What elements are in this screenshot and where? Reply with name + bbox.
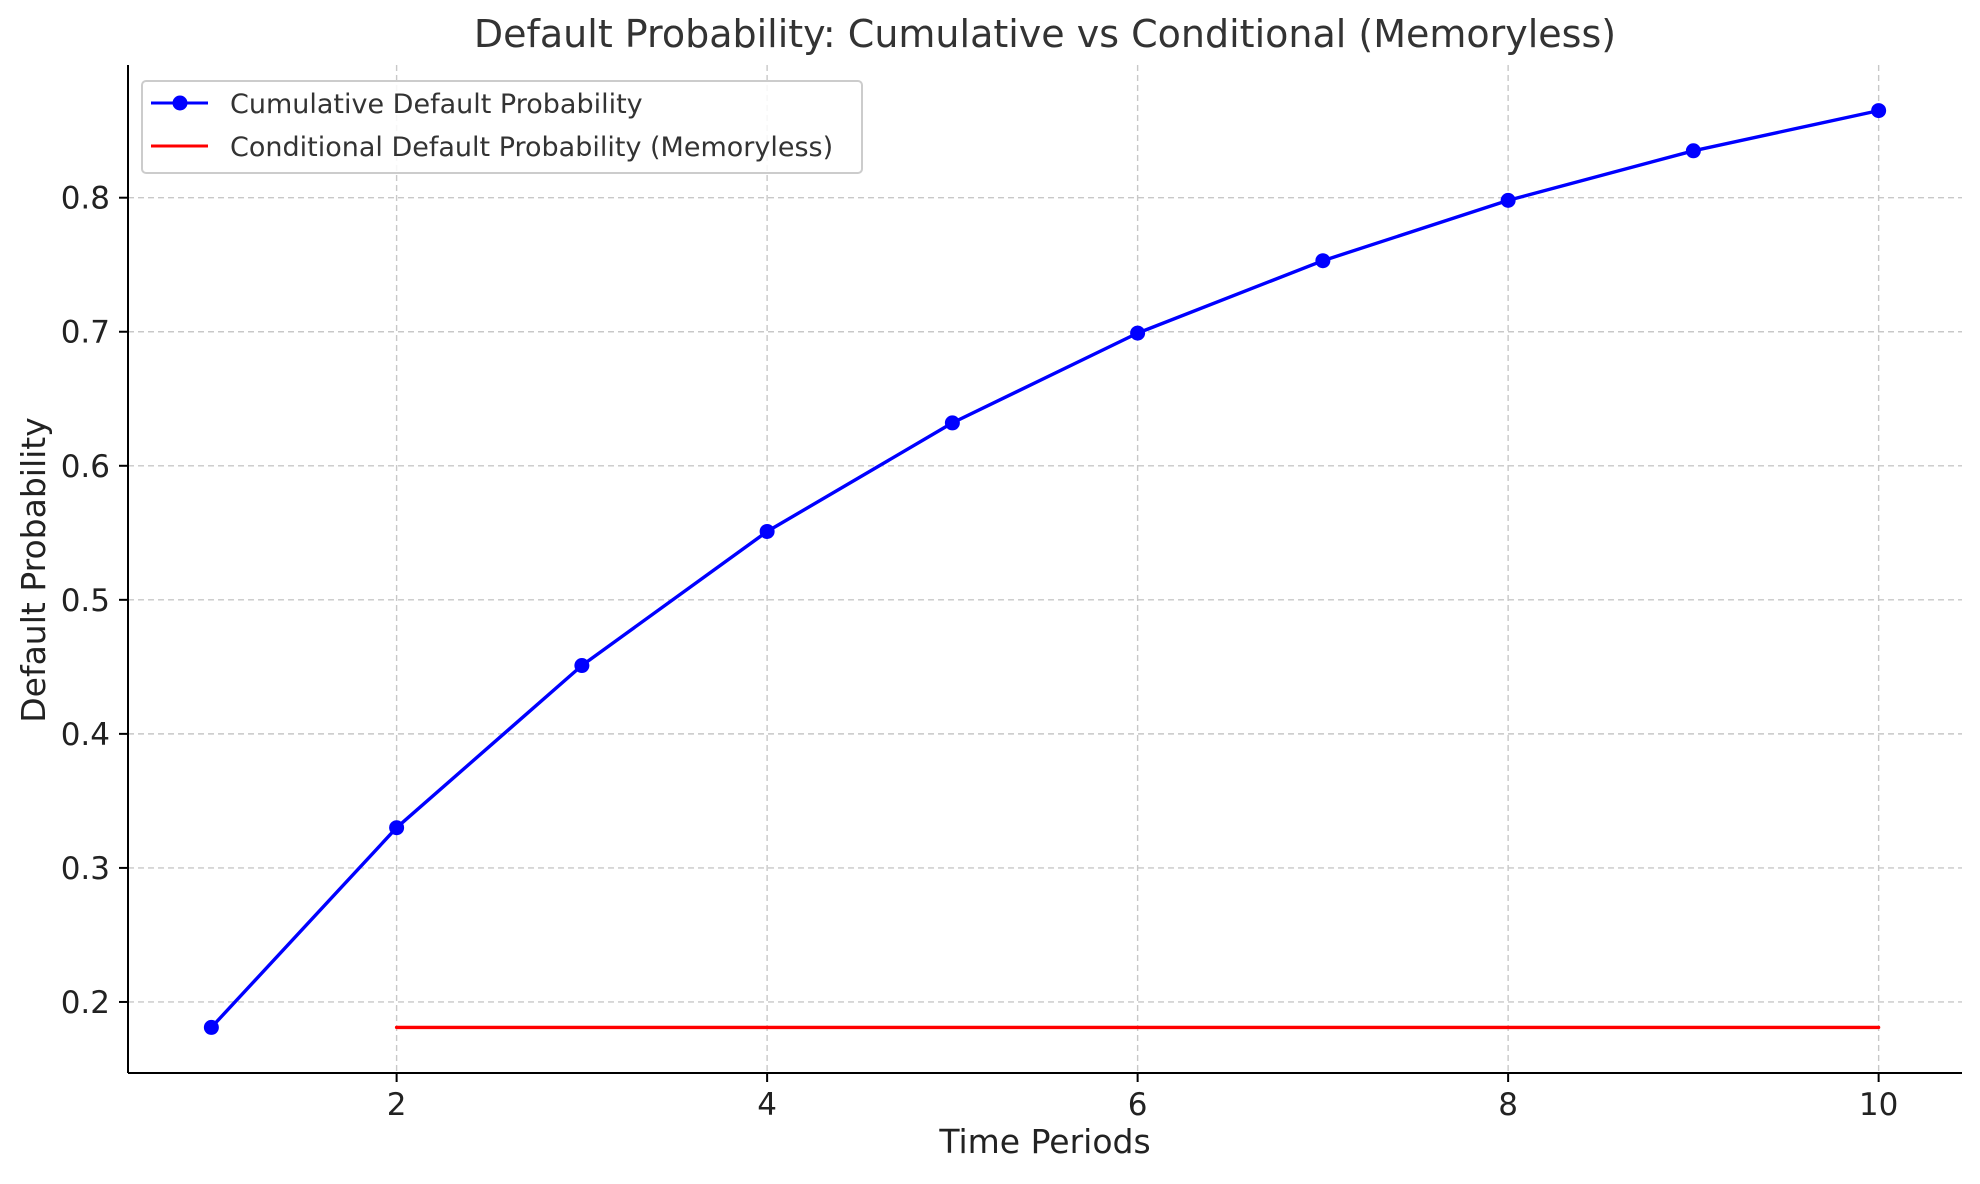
legend: Cumulative Default Probability Condition… [141, 80, 863, 174]
cumulative-data-point [1500, 192, 1516, 208]
cumulative-data-point [574, 658, 590, 674]
cumulative-series-line [209, 108, 1881, 1030]
x-tick-label: 2 [387, 1087, 407, 1123]
cumulative-data-point [944, 415, 960, 431]
cumulative-data-point [1871, 103, 1887, 119]
legend-frame [141, 80, 863, 174]
y-tick-label: 0.7 [61, 315, 110, 351]
series-layer [203, 103, 1887, 1035]
axes-layer [127, 65, 1962, 1074]
x-tick-label: 6 [1128, 1087, 1148, 1123]
legend-cumulative-label: Cumulative Default Probability [230, 89, 643, 120]
cumulative-data-point [1130, 325, 1146, 341]
cumulative-data-point [389, 820, 405, 836]
cumulative-data-point [1685, 143, 1701, 159]
y-tick-label: 0.4 [61, 717, 110, 753]
y-axis-label: Default Probability [14, 417, 53, 723]
x-tick-label: 4 [757, 1087, 777, 1123]
cumulative-data-point [759, 523, 775, 539]
x-tick-label: 10 [1859, 1087, 1898, 1123]
y-tick-label: 0.3 [61, 851, 110, 887]
y-tick-label: 0.2 [61, 985, 110, 1021]
x-axis-label: Time Periods [938, 1122, 1150, 1161]
chart-title: Default Probability: Cumulative vs Condi… [474, 12, 1616, 56]
cumulative-data-point [1315, 253, 1331, 269]
cumulative-data-point [203, 1019, 219, 1035]
legend-cumulative-marker [172, 95, 188, 111]
legend-conditional-label: Conditional Default Probability (Memoryl… [230, 132, 833, 163]
y-tick-label: 0.6 [61, 449, 110, 485]
y-tick-label: 0.5 [61, 583, 110, 619]
ticks-layer: 2 4 6 8 10 0.2 0.3 0.4 0.5 0.6 0.7 0.8 [61, 181, 1899, 1123]
x-tick-label: 8 [1498, 1087, 1518, 1123]
y-tick-label: 0.8 [61, 181, 110, 217]
grid-layer [128, 65, 1962, 1073]
